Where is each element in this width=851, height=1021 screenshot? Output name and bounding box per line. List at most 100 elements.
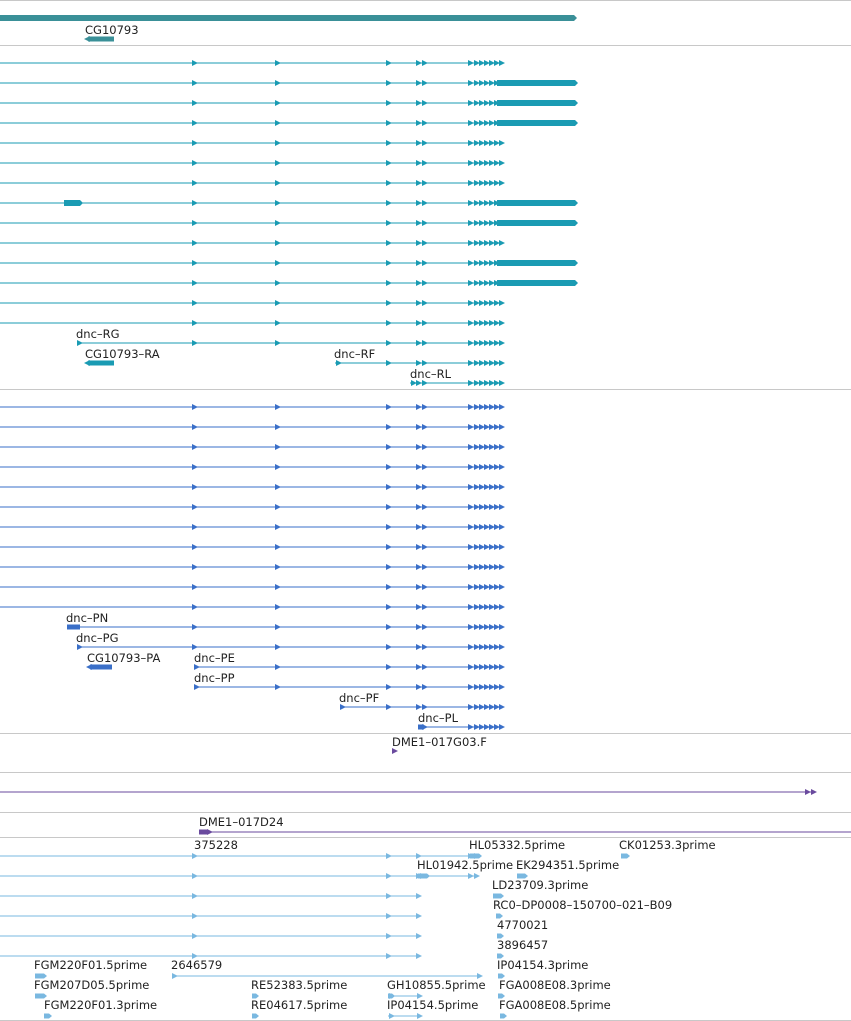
label-dnc-pf[interactable]: dnc–PF: [339, 691, 379, 705]
clone-span[interactable]: [0, 789, 817, 795]
label-est-ck01253[interactable]: CK01253.3prime: [619, 838, 716, 852]
protein-row[interactable]: [0, 444, 505, 450]
est-row[interactable]: [0, 953, 422, 959]
transcript-row[interactable]: [0, 280, 578, 286]
label-est-ip04154-5[interactable]: IP04154.5prime: [387, 998, 478, 1012]
est-hl01942[interactable]: [418, 873, 430, 879]
label-dme1-017g03[interactable]: DME1–017G03.F: [392, 735, 487, 749]
label-dnc-pl[interactable]: dnc–PL: [418, 711, 459, 725]
label-est-n4770021[interactable]: 4770021: [497, 918, 548, 932]
est-fgm220f01-3[interactable]: [44, 1013, 52, 1019]
protein-row[interactable]: [0, 484, 505, 490]
est-ip04154-3[interactable]: [498, 973, 505, 979]
transcript-row[interactable]: [0, 200, 578, 206]
est-rc0[interactable]: [496, 913, 503, 919]
est-fgm207d05[interactable]: [35, 993, 47, 999]
transcript-dnc-rf[interactable]: [335, 360, 505, 366]
est-ck01253[interactable]: [621, 853, 630, 859]
transcript-row[interactable]: [0, 100, 578, 106]
transcript-row[interactable]: [0, 260, 578, 266]
est-row[interactable]: [0, 853, 480, 859]
transcript-cg10793-ra[interactable]: [84, 360, 114, 366]
est-4770021[interactable]: [497, 933, 504, 939]
protein-dnc-pl[interactable]: [418, 724, 505, 730]
label-est-ip04154-3[interactable]: IP04154.3prime: [497, 958, 588, 972]
protein-row[interactable]: [0, 524, 505, 530]
gene-label-cg10793[interactable]: CG10793: [85, 23, 139, 37]
protein-row[interactable]: [0, 604, 505, 610]
label-est-n3896457[interactable]: 3896457: [497, 938, 548, 952]
label-dnc-pe[interactable]: dnc–PE: [194, 651, 235, 665]
protein-row[interactable]: [0, 424, 505, 430]
label-dnc-pn[interactable]: dnc–PN: [66, 611, 108, 625]
label-est-fga008e08-5[interactable]: FGA008E08.5prime: [499, 998, 611, 1012]
est-fgm220f01-5[interactable]: [35, 973, 47, 979]
protein-row[interactable]: [0, 584, 505, 590]
est-gh10855-line[interactable]: [388, 993, 423, 999]
label-est-hl01942[interactable]: HL01942.5prime: [417, 858, 513, 872]
label-dme1-017d24[interactable]: DME1–017D24: [199, 815, 284, 829]
label-est-rc0[interactable]: RC0–DP0008–150700–021–B09: [493, 898, 672, 912]
strand-arrow: [386, 260, 392, 266]
transcript-row[interactable]: [0, 140, 505, 146]
protein-row[interactable]: [0, 464, 505, 470]
label-est-fga008e08-3[interactable]: FGA008E08.3prime: [499, 978, 611, 992]
protein-row[interactable]: [0, 564, 505, 570]
transcript-row[interactable]: [0, 160, 505, 166]
label-est-ek294351[interactable]: EK294351.5prime: [516, 858, 619, 872]
est-row[interactable]: [0, 893, 422, 899]
clone-dme1-017d24[interactable]: [199, 829, 851, 835]
transcript-row[interactable]: [0, 60, 505, 66]
transcript-row[interactable]: [0, 300, 505, 306]
est-row[interactable]: [0, 873, 480, 879]
protein-dnc-pg[interactable]: [77, 644, 505, 650]
label-dnc-rg[interactable]: dnc–RG: [76, 327, 120, 341]
est-ld23709[interactable]: [493, 893, 504, 899]
protein-dnc-pn[interactable]: [67, 624, 505, 630]
label-dnc-rf[interactable]: dnc–RF: [334, 347, 375, 361]
label-est-gh10855[interactable]: GH10855.5prime: [387, 978, 486, 992]
label-dnc-pg[interactable]: dnc–PG: [76, 631, 119, 645]
protein-dnc-pe[interactable]: [194, 664, 505, 670]
est-re52383[interactable]: [252, 993, 259, 999]
label-dnc-pp[interactable]: dnc–PP: [194, 671, 235, 685]
transcript-row[interactable]: [0, 80, 578, 86]
est-fga008e08-5[interactable]: [500, 1013, 507, 1019]
label-est-fgm220f01-3[interactable]: FGM220F01.3prime: [44, 998, 157, 1012]
est-re04617[interactable]: [252, 1013, 259, 1019]
transcript-row[interactable]: [0, 240, 505, 246]
transcript-dnc-rl[interactable]: [410, 380, 505, 386]
strand-arrow: [494, 464, 500, 470]
clone-dme1-017g03[interactable]: [392, 748, 398, 754]
est-hl05332[interactable]: [470, 853, 482, 859]
label-est-n2646579[interactable]: 2646579: [171, 958, 222, 972]
est-row[interactable]: [0, 913, 422, 919]
label-est-n375228[interactable]: 375228: [194, 838, 238, 852]
label-est-hl05332[interactable]: HL05332.5prime: [469, 838, 565, 852]
label-cg10793-ra[interactable]: CG10793–RA: [85, 347, 160, 361]
protein-cg10793-pa[interactable]: [86, 664, 112, 670]
protein-dnc-pp[interactable]: [194, 684, 505, 690]
label-est-re04617[interactable]: RE04617.5prime: [251, 998, 347, 1012]
est-ip04154-5[interactable]: [388, 1013, 423, 1019]
transcript-row[interactable]: [0, 120, 578, 126]
est-row[interactable]: [0, 933, 422, 939]
transcript-row[interactable]: [0, 320, 505, 326]
est-fga008e08-3[interactable]: [498, 993, 505, 999]
protein-row[interactable]: [0, 504, 505, 510]
label-dnc-rl[interactable]: dnc–RL: [410, 367, 452, 381]
est-3896457[interactable]: [497, 953, 504, 959]
est-ek294351[interactable]: [517, 873, 528, 879]
protein-row[interactable]: [0, 404, 505, 410]
label-est-fgm220f01-5[interactable]: FGM220F01.5prime: [34, 958, 147, 972]
label-est-fgm207d05[interactable]: FGM207D05.5prime: [34, 978, 149, 992]
label-est-re52383[interactable]: RE52383.5prime: [251, 978, 347, 992]
transcript-row[interactable]: [0, 220, 578, 226]
label-cg10793-pa[interactable]: CG10793–PA: [87, 651, 160, 665]
label-est-ld23709[interactable]: LD23709.3prime: [492, 878, 588, 892]
transcript-row[interactable]: [0, 180, 505, 186]
est-2646579[interactable]: [172, 973, 483, 979]
transcript-dnc-rg[interactable]: [77, 340, 505, 346]
protein-row[interactable]: [0, 544, 505, 550]
protein-dnc-pf[interactable]: [340, 704, 505, 710]
